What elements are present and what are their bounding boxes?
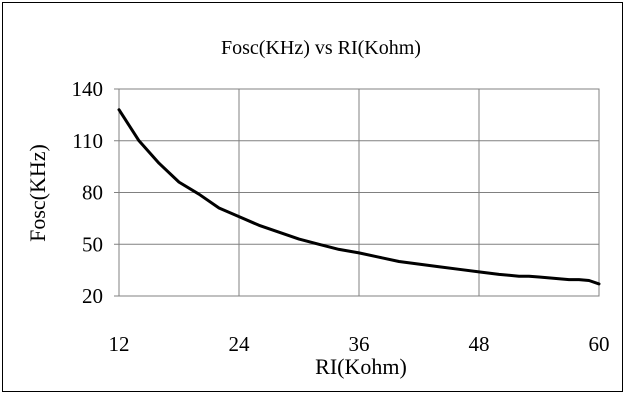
x-tick-label: 48	[469, 332, 490, 356]
x-tick-label: 60	[589, 332, 610, 356]
y-tick-label: 50	[82, 232, 103, 256]
y-tick-label: 80	[82, 181, 103, 205]
y-tick-label: 20	[82, 284, 103, 308]
y-tick-label: 110	[72, 129, 103, 153]
series-line	[117, 108, 601, 286]
x-tick-label: 24	[229, 332, 251, 356]
x-axis-ticks: 12 24 36 48 60	[109, 332, 610, 356]
chart-title: Fosc(KHz) vs RI(Kohm)	[221, 37, 421, 59]
chart: Fosc(KHz) vs RI(Kohm) 20 50 80 110 140 12 24 3…	[25, 37, 610, 379]
y-tick-label: 140	[72, 77, 104, 101]
x-axis-label: RI(Kohm)	[315, 354, 407, 379]
x-tick-label: 36	[349, 332, 370, 356]
y-axis-ticks: 20 50 80 110 140	[72, 77, 119, 308]
chart-frame: Fosc(KHz) vs RI(Kohm) 20 50 80 110 140 12 24 3…	[2, 2, 623, 392]
grid-lines	[118, 88, 600, 297]
y-axis-label: Fosc(KHz)	[25, 144, 50, 242]
x-tick-label: 12	[109, 332, 130, 356]
